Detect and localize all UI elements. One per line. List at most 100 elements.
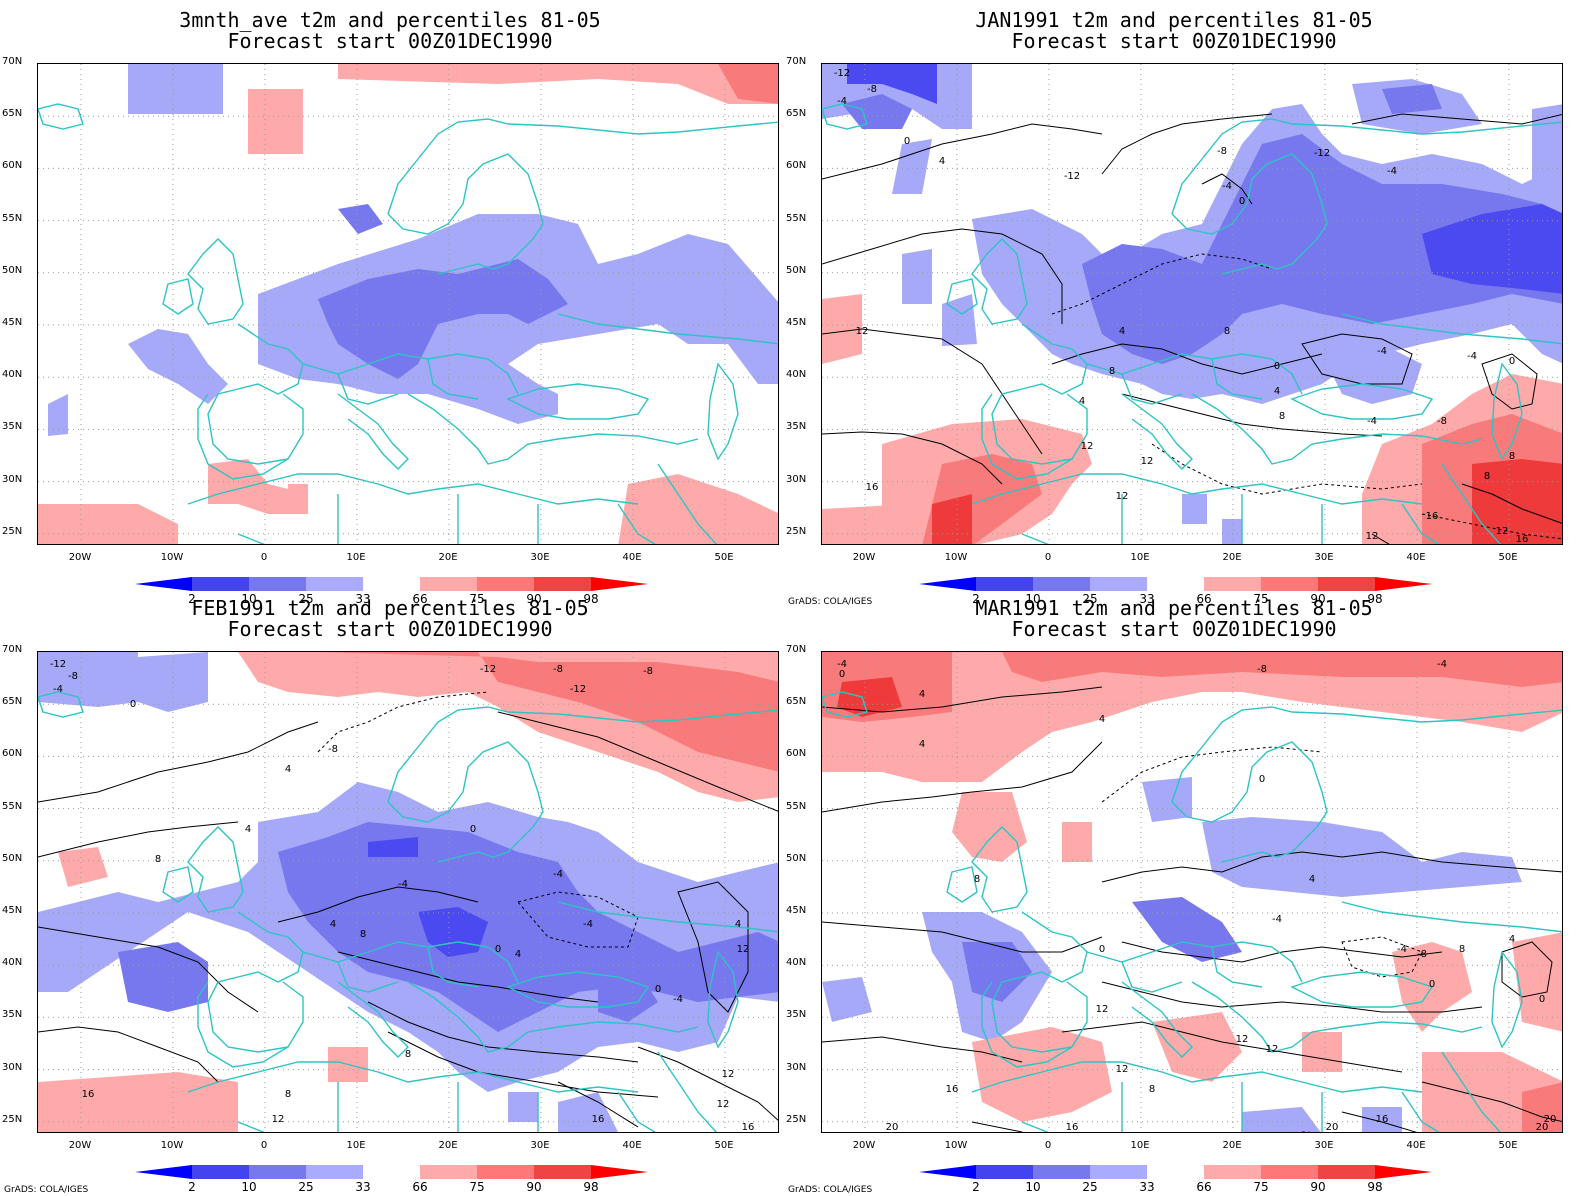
contour-line bbox=[38, 721, 319, 803]
colorbar-segment bbox=[591, 577, 648, 591]
coastline bbox=[1021, 1121, 1049, 1132]
colorbar-label: 2 bbox=[972, 592, 980, 606]
y-tick-label: 70N bbox=[786, 56, 807, 67]
colorbar-segment bbox=[1147, 1165, 1204, 1179]
contour-label: -12 bbox=[834, 68, 850, 79]
colorbar-segment bbox=[135, 1165, 192, 1179]
colorbar-segment bbox=[135, 577, 192, 591]
contour-label: 0 bbox=[1539, 994, 1545, 1005]
contour-line bbox=[1501, 941, 1553, 998]
contour-label: 12 bbox=[1266, 1044, 1279, 1055]
cold-anomaly-region bbox=[1082, 134, 1562, 364]
contour-label: 4 bbox=[1099, 714, 1105, 725]
cold-anomaly-region bbox=[598, 972, 658, 1022]
contour-label: -4 bbox=[1467, 351, 1477, 362]
contour-label: 4 bbox=[1509, 934, 1515, 945]
contour-label: 0 bbox=[1239, 196, 1245, 207]
coastline bbox=[337, 961, 399, 993]
y-tick-label: 30N bbox=[786, 1061, 807, 1073]
colorbar-label: 66 bbox=[1196, 1180, 1212, 1194]
colorbar-segment bbox=[1375, 1165, 1432, 1179]
grads-credit: GrADS: COLA/IGES bbox=[4, 1185, 89, 1195]
contour-label: 0 bbox=[130, 699, 136, 710]
contour-label: 16 bbox=[1516, 534, 1529, 545]
map-svg: -12 -8 -4 0 4 -12 -8 -4 0 -12 8 -4 -4 -4 0 -4 12 4 4 8 12 0 4 8… bbox=[822, 64, 1562, 545]
y-tick-label: 40N bbox=[2, 369, 23, 381]
y-tick-label: 35N bbox=[2, 1009, 23, 1021]
x-tick-label: 30E bbox=[1314, 1140, 1334, 1151]
colorbar-segment bbox=[1204, 1165, 1261, 1179]
contour-label: 8 bbox=[1484, 471, 1490, 482]
contour-label: 12 bbox=[1496, 526, 1509, 537]
contour-line bbox=[1051, 343, 1323, 375]
x-tick-label: 50E bbox=[1498, 1140, 1518, 1151]
coastline bbox=[387, 741, 544, 828]
x-tick-label: 30E bbox=[530, 1140, 550, 1151]
map-panel-jan1991: JAN1991 t2m and percentiles 81-05 Foreca… bbox=[784, 0, 1574, 607]
coastline bbox=[1341, 313, 1562, 345]
y-tick-label: 30N bbox=[786, 473, 807, 485]
panel-title-line2: Forecast start 00Z01DEC1990 bbox=[1011, 617, 1337, 641]
coastline bbox=[1290, 971, 1434, 1008]
coastline bbox=[971, 238, 1028, 325]
coastline bbox=[1211, 946, 1263, 988]
contour-label: -8 bbox=[643, 666, 653, 677]
coastline bbox=[1171, 706, 1562, 803]
colorbar-segment bbox=[1375, 577, 1432, 591]
contour-label: 8 bbox=[1279, 411, 1285, 422]
warm-anomaly-region bbox=[822, 504, 922, 544]
colorbar-label: 2 bbox=[972, 1180, 980, 1194]
contour-label: -12 bbox=[570, 684, 586, 695]
contour-label: 0 bbox=[1509, 356, 1515, 367]
contour-label: 4 bbox=[1079, 396, 1085, 407]
coastline bbox=[1121, 373, 1183, 405]
coastline bbox=[506, 971, 650, 1008]
colorbar-label: 98 bbox=[1367, 1180, 1383, 1194]
x-tick-label: 50E bbox=[714, 1140, 734, 1151]
contour-line bbox=[497, 711, 778, 812]
x-tick-label: 20W bbox=[852, 1140, 876, 1151]
contour-label: -4 bbox=[1377, 346, 1387, 357]
contour-label: 12 bbox=[1236, 1034, 1249, 1045]
coastline bbox=[981, 981, 1088, 1068]
x-tick-label: 30E bbox=[530, 552, 550, 563]
colorbar-label: 33 bbox=[1139, 592, 1155, 606]
colorbar-label: 66 bbox=[1196, 592, 1212, 606]
x-tick-label: 10E bbox=[346, 1140, 366, 1151]
contour-label: 16 bbox=[1426, 511, 1439, 522]
contour-label: 12 bbox=[1366, 531, 1379, 542]
contour-label: -12 bbox=[480, 664, 496, 675]
warm-anomaly-region bbox=[718, 64, 778, 104]
contour-label: 12 bbox=[1116, 1064, 1129, 1075]
contour-label: 12 bbox=[1081, 441, 1094, 452]
contour-label: 16 bbox=[946, 1084, 959, 1095]
coastline bbox=[1021, 533, 1049, 544]
contour-label: 8 bbox=[1459, 944, 1465, 955]
cold-anomaly-region bbox=[48, 394, 68, 436]
temperature-contours bbox=[822, 686, 1562, 1132]
contour-label: 4 bbox=[245, 824, 251, 835]
coastline bbox=[487, 946, 519, 983]
coastline bbox=[237, 1121, 265, 1132]
contour-label: 8 bbox=[405, 1049, 411, 1060]
coastline bbox=[427, 358, 479, 400]
contour-label: 4 bbox=[939, 156, 945, 167]
cold-anomaly-region bbox=[128, 64, 223, 114]
cold-anomaly-region bbox=[118, 942, 208, 1012]
contour-line bbox=[822, 1036, 1023, 1063]
y-tick-label: 55N bbox=[786, 800, 807, 812]
warm-anomaly-region bbox=[1472, 459, 1562, 544]
x-tick-label: 10W bbox=[160, 552, 184, 563]
contour-line bbox=[367, 1001, 639, 1063]
contour-label: -8 bbox=[68, 671, 78, 682]
warm-anomaly-region bbox=[972, 1027, 1112, 1122]
y-tick-label: 65N bbox=[2, 696, 23, 708]
coastline bbox=[617, 1091, 657, 1132]
colorbar-segment bbox=[1090, 1165, 1147, 1179]
warm-anomaly-region bbox=[952, 792, 1027, 862]
colorbar-segment bbox=[1261, 577, 1318, 591]
contour-line bbox=[1351, 113, 1562, 125]
y-tick-label: 45N bbox=[2, 905, 23, 916]
colorbar-label: 10 bbox=[1025, 592, 1041, 606]
coastline bbox=[1221, 238, 1318, 275]
